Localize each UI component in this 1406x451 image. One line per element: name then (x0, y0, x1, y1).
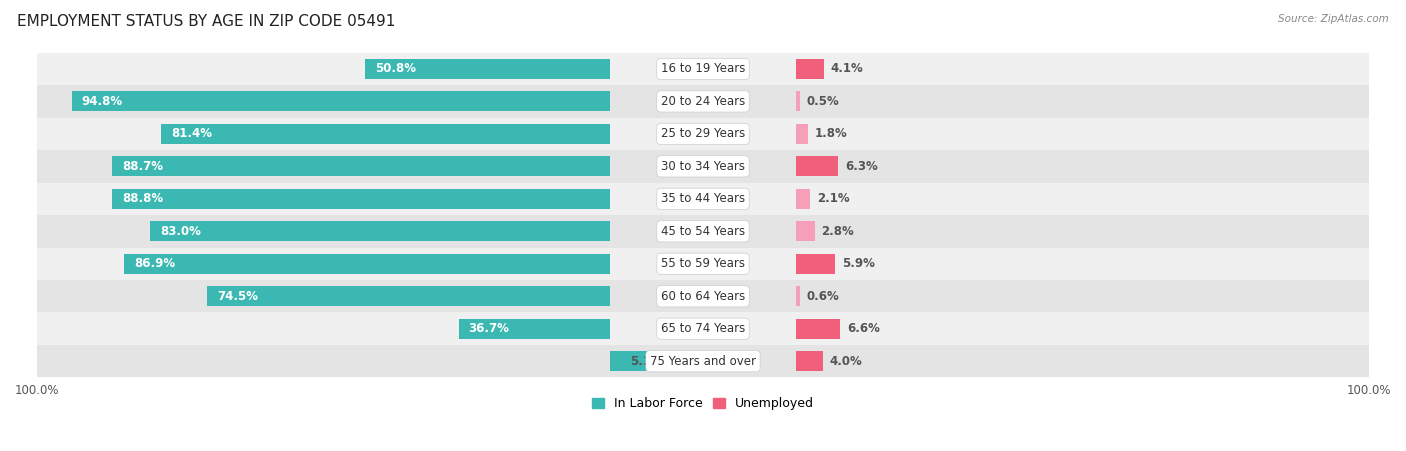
Bar (458, 319, 610, 339)
Text: 83.0%: 83.0% (160, 225, 201, 238)
Text: 5.1%: 5.1% (630, 354, 662, 368)
Bar (364, 59, 610, 79)
Bar (37, 85, 1369, 118)
Text: 16 to 19 Years: 16 to 19 Years (661, 62, 745, 75)
Text: 25 to 29 Years: 25 to 29 Years (661, 127, 745, 140)
Text: 81.4%: 81.4% (172, 127, 212, 140)
Bar (37, 248, 1369, 280)
Bar (37, 313, 1369, 345)
Text: 88.7%: 88.7% (122, 160, 163, 173)
Bar (37, 183, 1369, 215)
Text: 0.5%: 0.5% (806, 95, 839, 108)
Bar (796, 156, 838, 176)
Bar (37, 345, 1369, 377)
Text: 4.1%: 4.1% (830, 62, 863, 75)
Text: 74.5%: 74.5% (217, 290, 259, 303)
Text: 35 to 44 Years: 35 to 44 Years (661, 192, 745, 205)
Text: 86.9%: 86.9% (135, 257, 176, 270)
Bar (125, 254, 610, 274)
Bar (112, 156, 610, 176)
Bar (796, 254, 835, 274)
Bar (37, 280, 1369, 313)
Text: 75 Years and over: 75 Years and over (650, 354, 756, 368)
Bar (796, 319, 841, 339)
Bar (37, 215, 1369, 248)
Bar (796, 92, 800, 111)
Text: 50.8%: 50.8% (375, 62, 416, 75)
Text: 6.6%: 6.6% (846, 322, 880, 335)
Bar (796, 351, 823, 371)
Text: 65 to 74 Years: 65 to 74 Years (661, 322, 745, 335)
Text: Source: ZipAtlas.com: Source: ZipAtlas.com (1278, 14, 1389, 23)
Text: 2.1%: 2.1% (817, 192, 849, 205)
Bar (796, 124, 808, 144)
Text: 60 to 64 Years: 60 to 64 Years (661, 290, 745, 303)
Bar (162, 124, 610, 144)
Bar (610, 351, 669, 371)
Bar (37, 53, 1369, 85)
Text: 94.8%: 94.8% (82, 95, 122, 108)
Bar (796, 221, 815, 241)
Legend: In Labor Force, Unemployed: In Labor Force, Unemployed (586, 392, 820, 415)
Bar (37, 150, 1369, 183)
Bar (112, 189, 610, 209)
Text: 0.6%: 0.6% (807, 290, 839, 303)
Bar (796, 286, 800, 306)
Text: 5.9%: 5.9% (842, 257, 875, 270)
Text: 2.8%: 2.8% (821, 225, 855, 238)
Text: 88.8%: 88.8% (122, 192, 163, 205)
Bar (796, 189, 810, 209)
Text: 6.3%: 6.3% (845, 160, 877, 173)
Text: 30 to 34 Years: 30 to 34 Years (661, 160, 745, 173)
Text: 1.8%: 1.8% (815, 127, 848, 140)
Text: 45 to 54 Years: 45 to 54 Years (661, 225, 745, 238)
Text: EMPLOYMENT STATUS BY AGE IN ZIP CODE 05491: EMPLOYMENT STATUS BY AGE IN ZIP CODE 054… (17, 14, 395, 28)
Text: 20 to 24 Years: 20 to 24 Years (661, 95, 745, 108)
Text: 4.0%: 4.0% (830, 354, 862, 368)
Text: 55 to 59 Years: 55 to 59 Years (661, 257, 745, 270)
Bar (796, 59, 824, 79)
Bar (37, 118, 1369, 150)
Text: 36.7%: 36.7% (468, 322, 509, 335)
Bar (150, 221, 610, 241)
Bar (207, 286, 610, 306)
Bar (72, 92, 610, 111)
